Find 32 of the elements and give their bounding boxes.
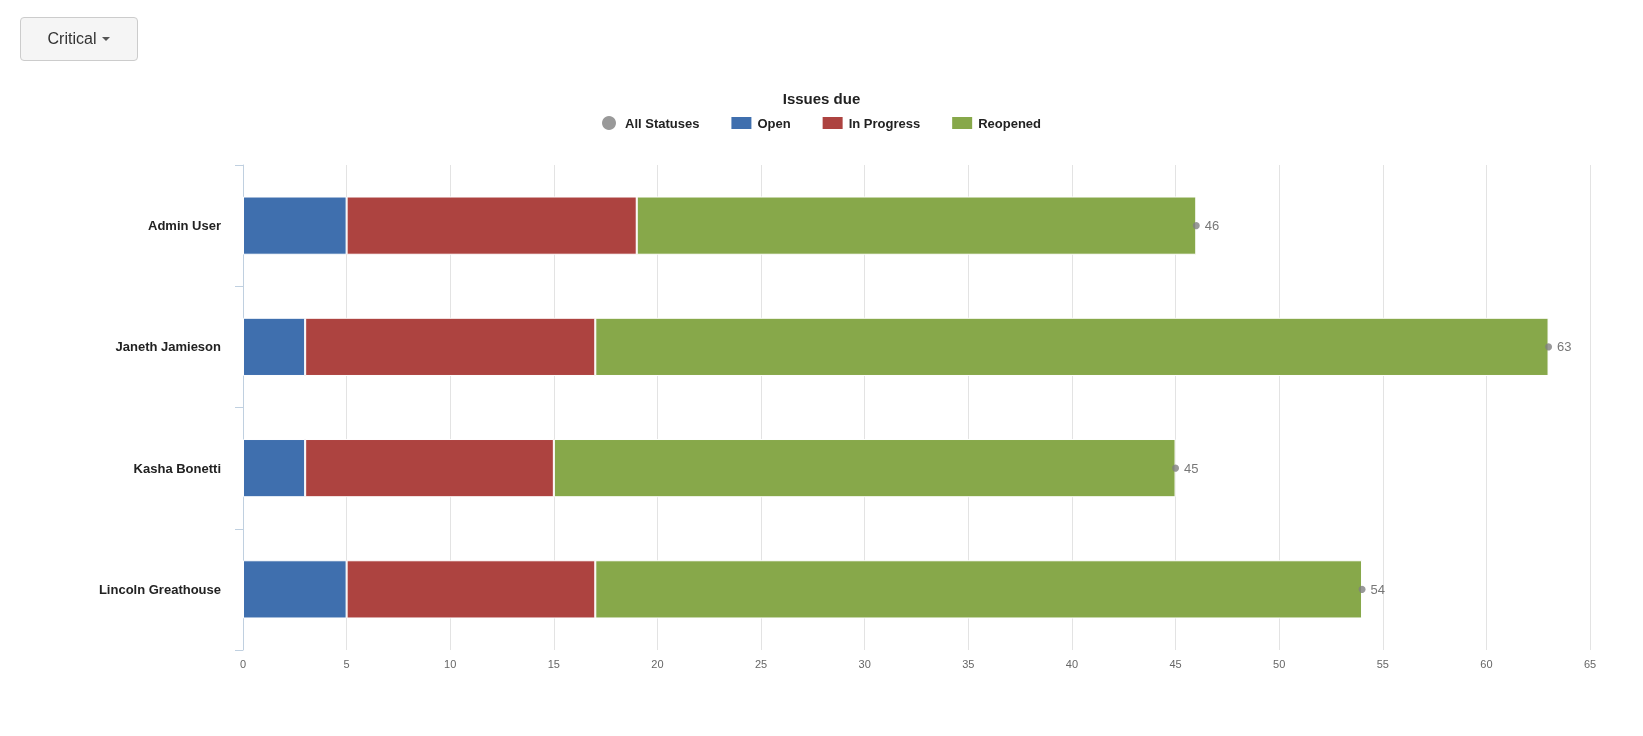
- legend-label: All Statuses: [625, 115, 700, 131]
- data-label: 63: [1557, 339, 1572, 355]
- x-tick-label: 60: [1480, 657, 1493, 670]
- dropdown-button: Critical: [20, 17, 138, 61]
- legend-label: Reopened: [978, 115, 1042, 131]
- x-tick-label: 65: [1583, 657, 1597, 670]
- data-label: 46: [1204, 218, 1220, 234]
- y-tick-label: Lincoln Greathouse: [98, 581, 221, 597]
- x-tick-label: 30: [858, 657, 871, 670]
- x-tick-label: 5: [343, 657, 350, 670]
- point: [1545, 343, 1553, 351]
- x-tick-label: 55: [1376, 657, 1389, 670]
- data-label: 45: [1184, 460, 1199, 476]
- y-tick-label: Kasha Bonetti: [133, 460, 221, 476]
- x-tick-label: 35: [962, 657, 975, 670]
- y-tick-label: Admin User: [148, 218, 221, 234]
- x-tick-label: 0: [239, 657, 247, 670]
- point: [1172, 464, 1180, 472]
- legend-label: In Progress: [848, 115, 921, 131]
- legend-label: Open: [757, 115, 791, 131]
- y-tick-label: Janeth Jamieson: [115, 339, 222, 355]
- x-tick-label: 45: [1169, 657, 1182, 670]
- x-tick-label: 50: [1273, 657, 1286, 670]
- chart-title: Issues due: [782, 90, 861, 107]
- x-tick-label: 25: [754, 657, 768, 670]
- point: [1358, 585, 1366, 593]
- point: [1192, 222, 1200, 230]
- data-label: 54: [1370, 581, 1386, 597]
- x-tick-label: 20: [651, 657, 664, 670]
- x-tick-label: 10: [444, 657, 457, 670]
- x-tick-label: 15: [547, 657, 560, 670]
- x-tick-label: 40: [1065, 657, 1079, 670]
